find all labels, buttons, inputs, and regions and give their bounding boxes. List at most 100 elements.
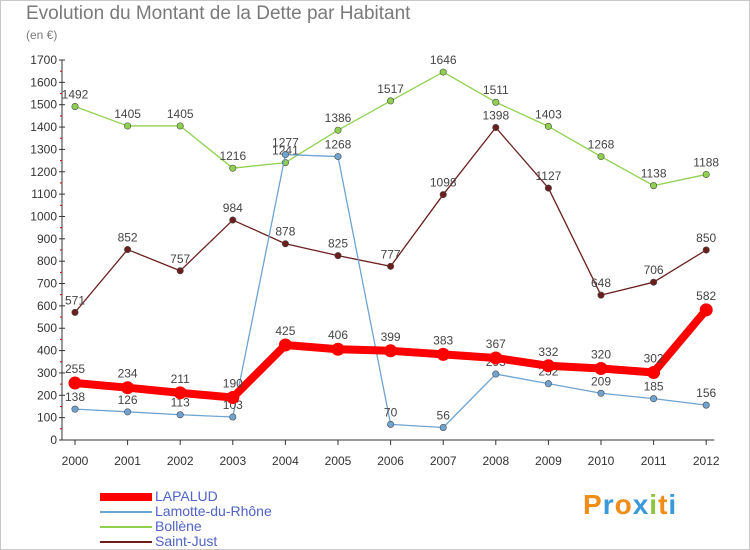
data-label-lapalud: 425 xyxy=(275,324,295,338)
data-label-lapalud: 367 xyxy=(486,337,506,351)
legend-label: Bollène xyxy=(155,518,202,534)
x-tick-label: 2004 xyxy=(272,454,299,468)
data-point-saint-just xyxy=(439,191,447,199)
data-point-lamotte-du-rh-ne xyxy=(124,408,132,416)
data-point-saint-just xyxy=(650,278,658,286)
data-point-lamotte-du-rh-ne xyxy=(650,395,658,403)
data-point-lapalud xyxy=(489,351,503,365)
data-point-saint-just xyxy=(334,252,342,260)
data-point-lapalud xyxy=(541,359,555,373)
legend-swatch xyxy=(100,526,152,528)
data-point-lamotte-du-rh-ne xyxy=(544,380,552,388)
data-point-lapalud xyxy=(647,365,661,379)
y-tick-label: 1700 xyxy=(30,53,57,67)
data-point-saint-just xyxy=(176,267,184,275)
logo-letter: r xyxy=(602,489,615,520)
data-point-boll-ne xyxy=(544,122,552,130)
x-tick-label: 2011 xyxy=(641,454,667,468)
data-label-lamotte-du-rh-ne: 1268 xyxy=(325,138,352,152)
data-point-lapalud xyxy=(173,386,187,400)
data-point-boll-ne xyxy=(492,98,500,106)
data-label-saint-just: 777 xyxy=(381,247,401,261)
data-label-saint-just: 571 xyxy=(65,293,85,307)
data-label-boll-ne: 1646 xyxy=(430,53,457,67)
logo-letter: o xyxy=(614,489,633,520)
data-point-lapalud xyxy=(699,303,713,317)
data-point-lamotte-du-rh-ne xyxy=(229,413,237,421)
data-point-lapalud xyxy=(436,347,450,361)
data-label-saint-just: 825 xyxy=(328,237,348,251)
data-label-lamotte-du-rh-ne: 70 xyxy=(384,405,398,419)
y-tick-label: 1100 xyxy=(31,187,57,201)
legend-swatch xyxy=(100,541,152,543)
data-point-lamotte-du-rh-ne xyxy=(387,420,395,428)
y-tick-label: 200 xyxy=(37,388,57,402)
data-label-lapalud: 190 xyxy=(223,377,243,391)
data-point-saint-just xyxy=(71,308,79,316)
data-point-saint-just xyxy=(124,246,132,254)
data-label-saint-just: 850 xyxy=(696,231,716,245)
data-label-lapalud: 406 xyxy=(328,328,348,342)
data-point-lamotte-du-rh-ne xyxy=(492,370,500,378)
y-tick-label: 1200 xyxy=(30,165,57,179)
logo-letter: t xyxy=(658,489,669,520)
x-tick-label: 2001 xyxy=(114,454,141,468)
data-label-boll-ne: 1492 xyxy=(62,87,89,101)
logo-letter: i xyxy=(668,489,678,520)
logo-letter: x xyxy=(632,489,650,520)
y-tick-label: 600 xyxy=(37,299,57,313)
data-label-lamotte-du-rh-ne: 113 xyxy=(171,396,190,410)
data-label-lapalud: 320 xyxy=(591,347,611,361)
data-point-lapalud xyxy=(68,376,82,390)
data-label-boll-ne: 1517 xyxy=(377,82,404,96)
chart-title: Evolution du Montant de la Dette par Hab… xyxy=(26,3,411,24)
data-point-boll-ne xyxy=(439,68,447,76)
proxiti-logo: Proxiti xyxy=(583,489,677,521)
data-label-saint-just: 984 xyxy=(223,201,243,215)
data-label-lamotte-du-rh-ne: 138 xyxy=(65,390,85,404)
data-label-lapalud: 332 xyxy=(538,345,558,359)
data-point-lapalud xyxy=(278,338,292,352)
data-label-boll-ne: 1386 xyxy=(325,111,352,125)
y-tick-label: 1300 xyxy=(30,142,57,156)
series-line-lamotte-du-rh-ne xyxy=(74,153,707,429)
logo-letter: P xyxy=(583,489,603,520)
data-point-lapalud xyxy=(121,381,135,395)
data-label-lapalud: 383 xyxy=(433,333,453,347)
legend-swatch xyxy=(100,493,152,501)
data-label-boll-ne: 1405 xyxy=(167,107,194,121)
y-tick-label: 0 xyxy=(50,433,57,447)
data-label-saint-just: 1098 xyxy=(430,176,457,190)
data-point-lamotte-du-rh-ne xyxy=(334,153,342,161)
data-label-lapalud: 234 xyxy=(118,367,138,381)
legend-label: Saint-Just xyxy=(155,533,218,549)
data-label-saint-just: 1127 xyxy=(535,169,561,183)
data-point-saint-just xyxy=(387,262,395,270)
data-label-saint-just: 706 xyxy=(644,263,664,277)
data-point-boll-ne xyxy=(650,182,658,190)
data-point-lapalud xyxy=(331,342,345,356)
data-label-saint-just: 757 xyxy=(170,252,190,266)
data-label-boll-ne: 1138 xyxy=(641,167,667,181)
data-label-lapalud: 255 xyxy=(65,362,85,376)
data-point-boll-ne xyxy=(124,122,132,130)
data-label-lapalud: 302 xyxy=(644,351,664,365)
data-point-boll-ne xyxy=(387,97,395,105)
data-point-saint-just xyxy=(544,184,552,192)
y-tick-label: 300 xyxy=(37,366,57,380)
data-label-lapalud: 399 xyxy=(381,330,401,344)
data-label-lamotte-du-rh-ne: 56 xyxy=(437,408,451,422)
data-label-saint-just: 852 xyxy=(118,231,138,245)
data-point-boll-ne xyxy=(334,126,342,134)
legend-label: Lamotte-du-Rhône xyxy=(155,503,272,519)
series-line-saint-just xyxy=(74,126,707,314)
x-tick-label: 2009 xyxy=(535,454,562,468)
data-point-saint-just xyxy=(281,240,289,248)
y-tick-label: 1600 xyxy=(30,75,57,89)
x-tick-label: 2008 xyxy=(482,454,509,468)
data-label-boll-ne: 1268 xyxy=(588,138,615,152)
x-tick-label: 2003 xyxy=(219,454,246,468)
data-point-saint-just xyxy=(702,246,710,254)
y-tick-label: 400 xyxy=(37,344,57,358)
